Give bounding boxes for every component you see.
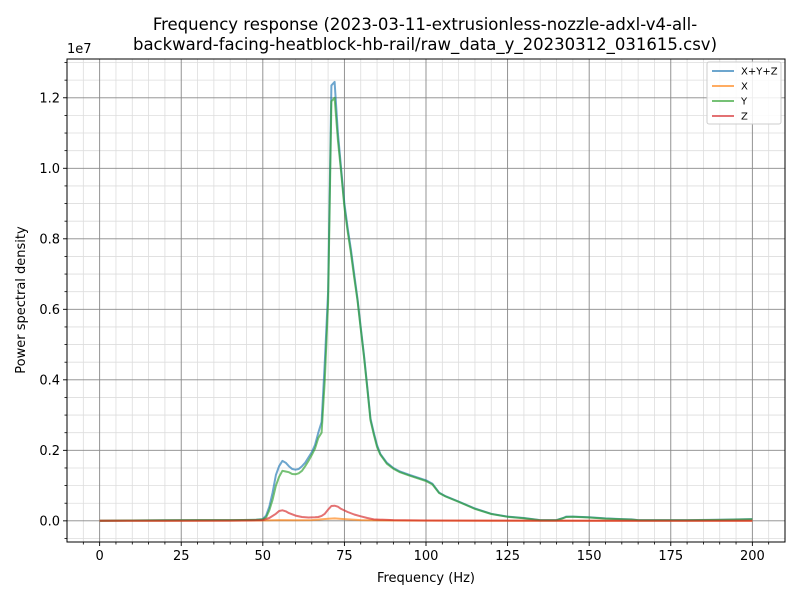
x-axis-label: Frequency (Hz)	[377, 571, 475, 586]
legend-label: X	[741, 82, 748, 93]
chart-title-line-1: Frequency response (2023-03-11-extrusion…	[153, 15, 697, 34]
series-line-y	[99, 96, 753, 522]
y-tick-label: 0.2	[39, 444, 60, 459]
y-offset-label: 1e7	[67, 42, 92, 57]
series-layer	[99, 80, 753, 522]
x-axis-ticks: 0 25 50 75 100 125 150 175 200	[82, 542, 770, 564]
legend-label: Y	[740, 97, 748, 108]
series-line-z	[99, 504, 753, 522]
legend-label: X+Y+Z	[741, 67, 778, 78]
legend-label: Z	[741, 112, 748, 123]
chart-title-line-2: backward-facing-heatblock-hb-rail/raw_da…	[133, 35, 717, 55]
x-tick-label: 75	[336, 549, 353, 564]
legend-box	[706, 61, 782, 125]
x-tick-label: 125	[495, 549, 520, 564]
x-tick-label: 150	[577, 549, 602, 564]
y-tick-label: 0.8	[39, 232, 60, 247]
x-tick-label: 100	[414, 549, 439, 564]
y-axis-ticks: 0.0 0.2 0.4 0.6 0.8 1.0 1.2	[39, 62, 67, 539]
legend: X+Y+Z XYZ	[706, 61, 782, 125]
y-tick-label: 0.0	[39, 514, 60, 529]
x-tick-label: 200	[740, 549, 765, 564]
y-tick-label: 0.6	[39, 303, 60, 318]
x-tick-label: 50	[255, 549, 272, 564]
x-tick-label: 0	[95, 549, 103, 564]
y-axis-label: Power spectral density	[14, 226, 29, 374]
x-tick-label: 175	[658, 549, 683, 564]
y-tick-label: 1.2	[39, 91, 60, 106]
y-tick-label: 0.4	[39, 373, 60, 388]
y-tick-label: 1.0	[39, 162, 60, 177]
x-tick-label: 25	[173, 549, 190, 564]
legend-items: X+Y+Z XYZ	[712, 67, 778, 123]
